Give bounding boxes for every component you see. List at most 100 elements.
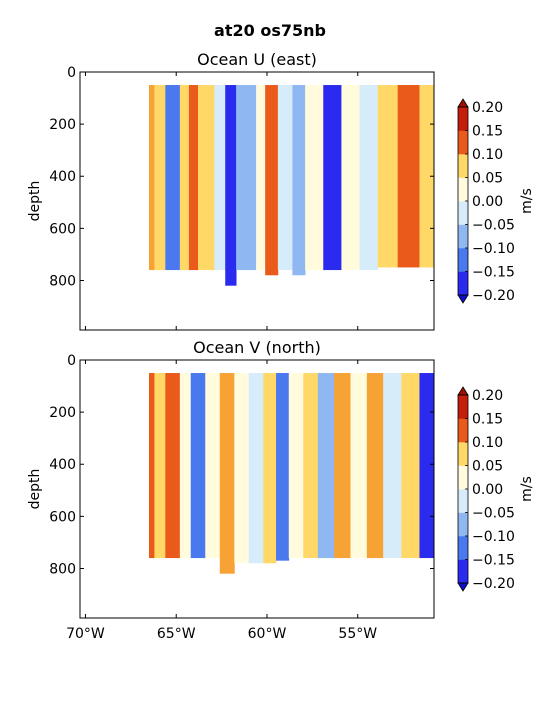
- y-tick-label: 200: [49, 117, 76, 133]
- heatmap-band-10: [263, 373, 277, 564]
- y-tick-label: 600: [49, 221, 76, 237]
- heatmap-band-7: [214, 85, 226, 271]
- heatmap-band-6: [198, 85, 215, 271]
- heatmap-band-5: [188, 85, 199, 271]
- heatmap-band-5: [190, 373, 206, 559]
- colorbar-tick-label: 0.05: [472, 459, 503, 475]
- heatmap-band-4: [179, 85, 190, 271]
- heatmap-band-13: [292, 85, 306, 276]
- heatmap-band-12: [277, 85, 293, 271]
- colorbar-label: m/s: [519, 188, 535, 214]
- x-tick-label: 60°W: [248, 626, 287, 642]
- colorbar-tick-label: 0.05: [472, 171, 503, 187]
- heatmap-cells: [148, 373, 434, 574]
- heatmap-band-3: [165, 85, 181, 271]
- colorbar-label: m/s: [519, 476, 535, 502]
- colorbar-band-2: [458, 248, 468, 272]
- y-tick-label: 0: [67, 353, 76, 369]
- heatmap-band-17: [359, 85, 379, 271]
- x-tick-label: 55°W: [338, 626, 377, 642]
- x-tick-label: 65°W: [157, 626, 196, 642]
- colorbar-extend-bottom: [457, 582, 469, 592]
- y-tick-label: 400: [49, 457, 76, 473]
- colorbar-band-6: [458, 154, 468, 178]
- panels: Ocean U (east) 0 200 400 600 800 depth 0.20 0.15…: [27, 50, 535, 642]
- colorbar-tick-label: 0.00: [472, 194, 503, 210]
- figure-suptitle: at20 os75nb: [214, 21, 326, 40]
- colorbar-band-7: [458, 418, 468, 443]
- heatmap-band-6: [205, 373, 221, 559]
- heatmap-band-9: [236, 85, 257, 271]
- colorbar-extend-top: [457, 98, 469, 108]
- colorbar-extend-top: [457, 386, 469, 396]
- colorbar-tick-label: −0.10: [472, 241, 515, 257]
- colorbar-tick-label: 0.10: [472, 147, 503, 163]
- y-tick-label: 600: [49, 509, 76, 525]
- colorbar-band-8: [458, 395, 468, 419]
- heatmap-band-4: [179, 373, 192, 559]
- heatmap-band-11: [276, 373, 290, 561]
- heatmap-band-18: [377, 85, 399, 268]
- x-tick-label: 70°W: [66, 626, 105, 642]
- colorbar-tick-label: 0.15: [472, 124, 503, 140]
- panel-title: Ocean V (north): [193, 338, 321, 357]
- colorbar-band-5: [458, 465, 468, 490]
- colorbar-tick-label: 0.20: [472, 388, 503, 404]
- y-axis-label: depth: [27, 469, 43, 510]
- heatmap-band-2: [154, 85, 166, 271]
- y-tick-label: 400: [49, 169, 76, 185]
- panel-1: Ocean U (east) 0 200 400 600 800 depth 0.20 0.15…: [27, 50, 535, 331]
- colorbar-tick-label: 0.00: [472, 482, 503, 498]
- heatmap-band-10: [256, 85, 266, 271]
- colorbar-band-6: [458, 442, 468, 466]
- heatmap-band-16: [350, 373, 368, 559]
- colorbar-band-7: [458, 130, 468, 155]
- colorbar-band-3: [458, 512, 468, 537]
- colorbar-tick-label: −0.05: [472, 218, 515, 234]
- heatmap-band-13: [303, 373, 319, 559]
- colorbar-band-1: [458, 559, 468, 584]
- colorbar-band-8: [458, 107, 468, 131]
- panel-title: Ocean U (east): [197, 50, 317, 69]
- colorbar-extend-bottom: [457, 294, 469, 304]
- colorbar-band-2: [458, 536, 468, 560]
- colorbar-tick-label: 0.10: [472, 435, 503, 451]
- colorbar: 0.20 0.15 0.10 0.05 0.00 −0.05 −0.10 −0.15 −0.20…: [457, 386, 535, 592]
- colorbar-tick-label: 0.20: [472, 100, 503, 116]
- y-tick-label: 200: [49, 405, 76, 421]
- heatmap-band-1: [148, 373, 155, 559]
- colorbar-band-4: [458, 201, 468, 225]
- plot-frame: [79, 71, 435, 331]
- colorbar-tick-label: −0.15: [472, 265, 515, 281]
- colorbar-tick-label: −0.20: [472, 288, 515, 304]
- y-tick-label: 0: [67, 65, 76, 81]
- heatmap-band-7: [219, 373, 235, 574]
- y-tick-label: 800: [49, 273, 76, 289]
- heatmap-band-12: [288, 373, 304, 559]
- heatmap-band-14: [305, 85, 324, 271]
- colorbar-tick-label: 0.15: [472, 412, 503, 428]
- heatmap-band-1: [148, 85, 155, 271]
- heatmap-cells: [148, 85, 434, 286]
- colorbar-band-4: [458, 489, 468, 513]
- colorbar: 0.20 0.15 0.10 0.05 0.00 −0.05 −0.10 −0.15 −0.20…: [457, 98, 535, 304]
- heatmap-band-9: [248, 373, 264, 564]
- colorbar-tick-label: −0.15: [472, 553, 515, 569]
- heatmap-band-3: [165, 373, 181, 559]
- plot-frame: [79, 359, 435, 619]
- colorbar-tick-label: −0.05: [472, 506, 515, 522]
- heatmap-band-19: [397, 85, 420, 268]
- y-axis-label: depth: [27, 181, 43, 222]
- y-tick-label: 800: [49, 561, 76, 577]
- colorbar-band-3: [458, 224, 468, 249]
- heatmap-band-20: [419, 85, 434, 268]
- heatmap-band-2: [154, 373, 166, 559]
- heatmap-band-11: [265, 85, 279, 276]
- heatmap-band-15: [323, 85, 342, 271]
- colorbar-band-5: [458, 177, 468, 202]
- heatmap-band-19: [401, 373, 420, 559]
- heatmap-band-8: [234, 373, 250, 564]
- heatmap-band-17: [366, 373, 384, 559]
- colorbar-tick-label: −0.10: [472, 529, 515, 545]
